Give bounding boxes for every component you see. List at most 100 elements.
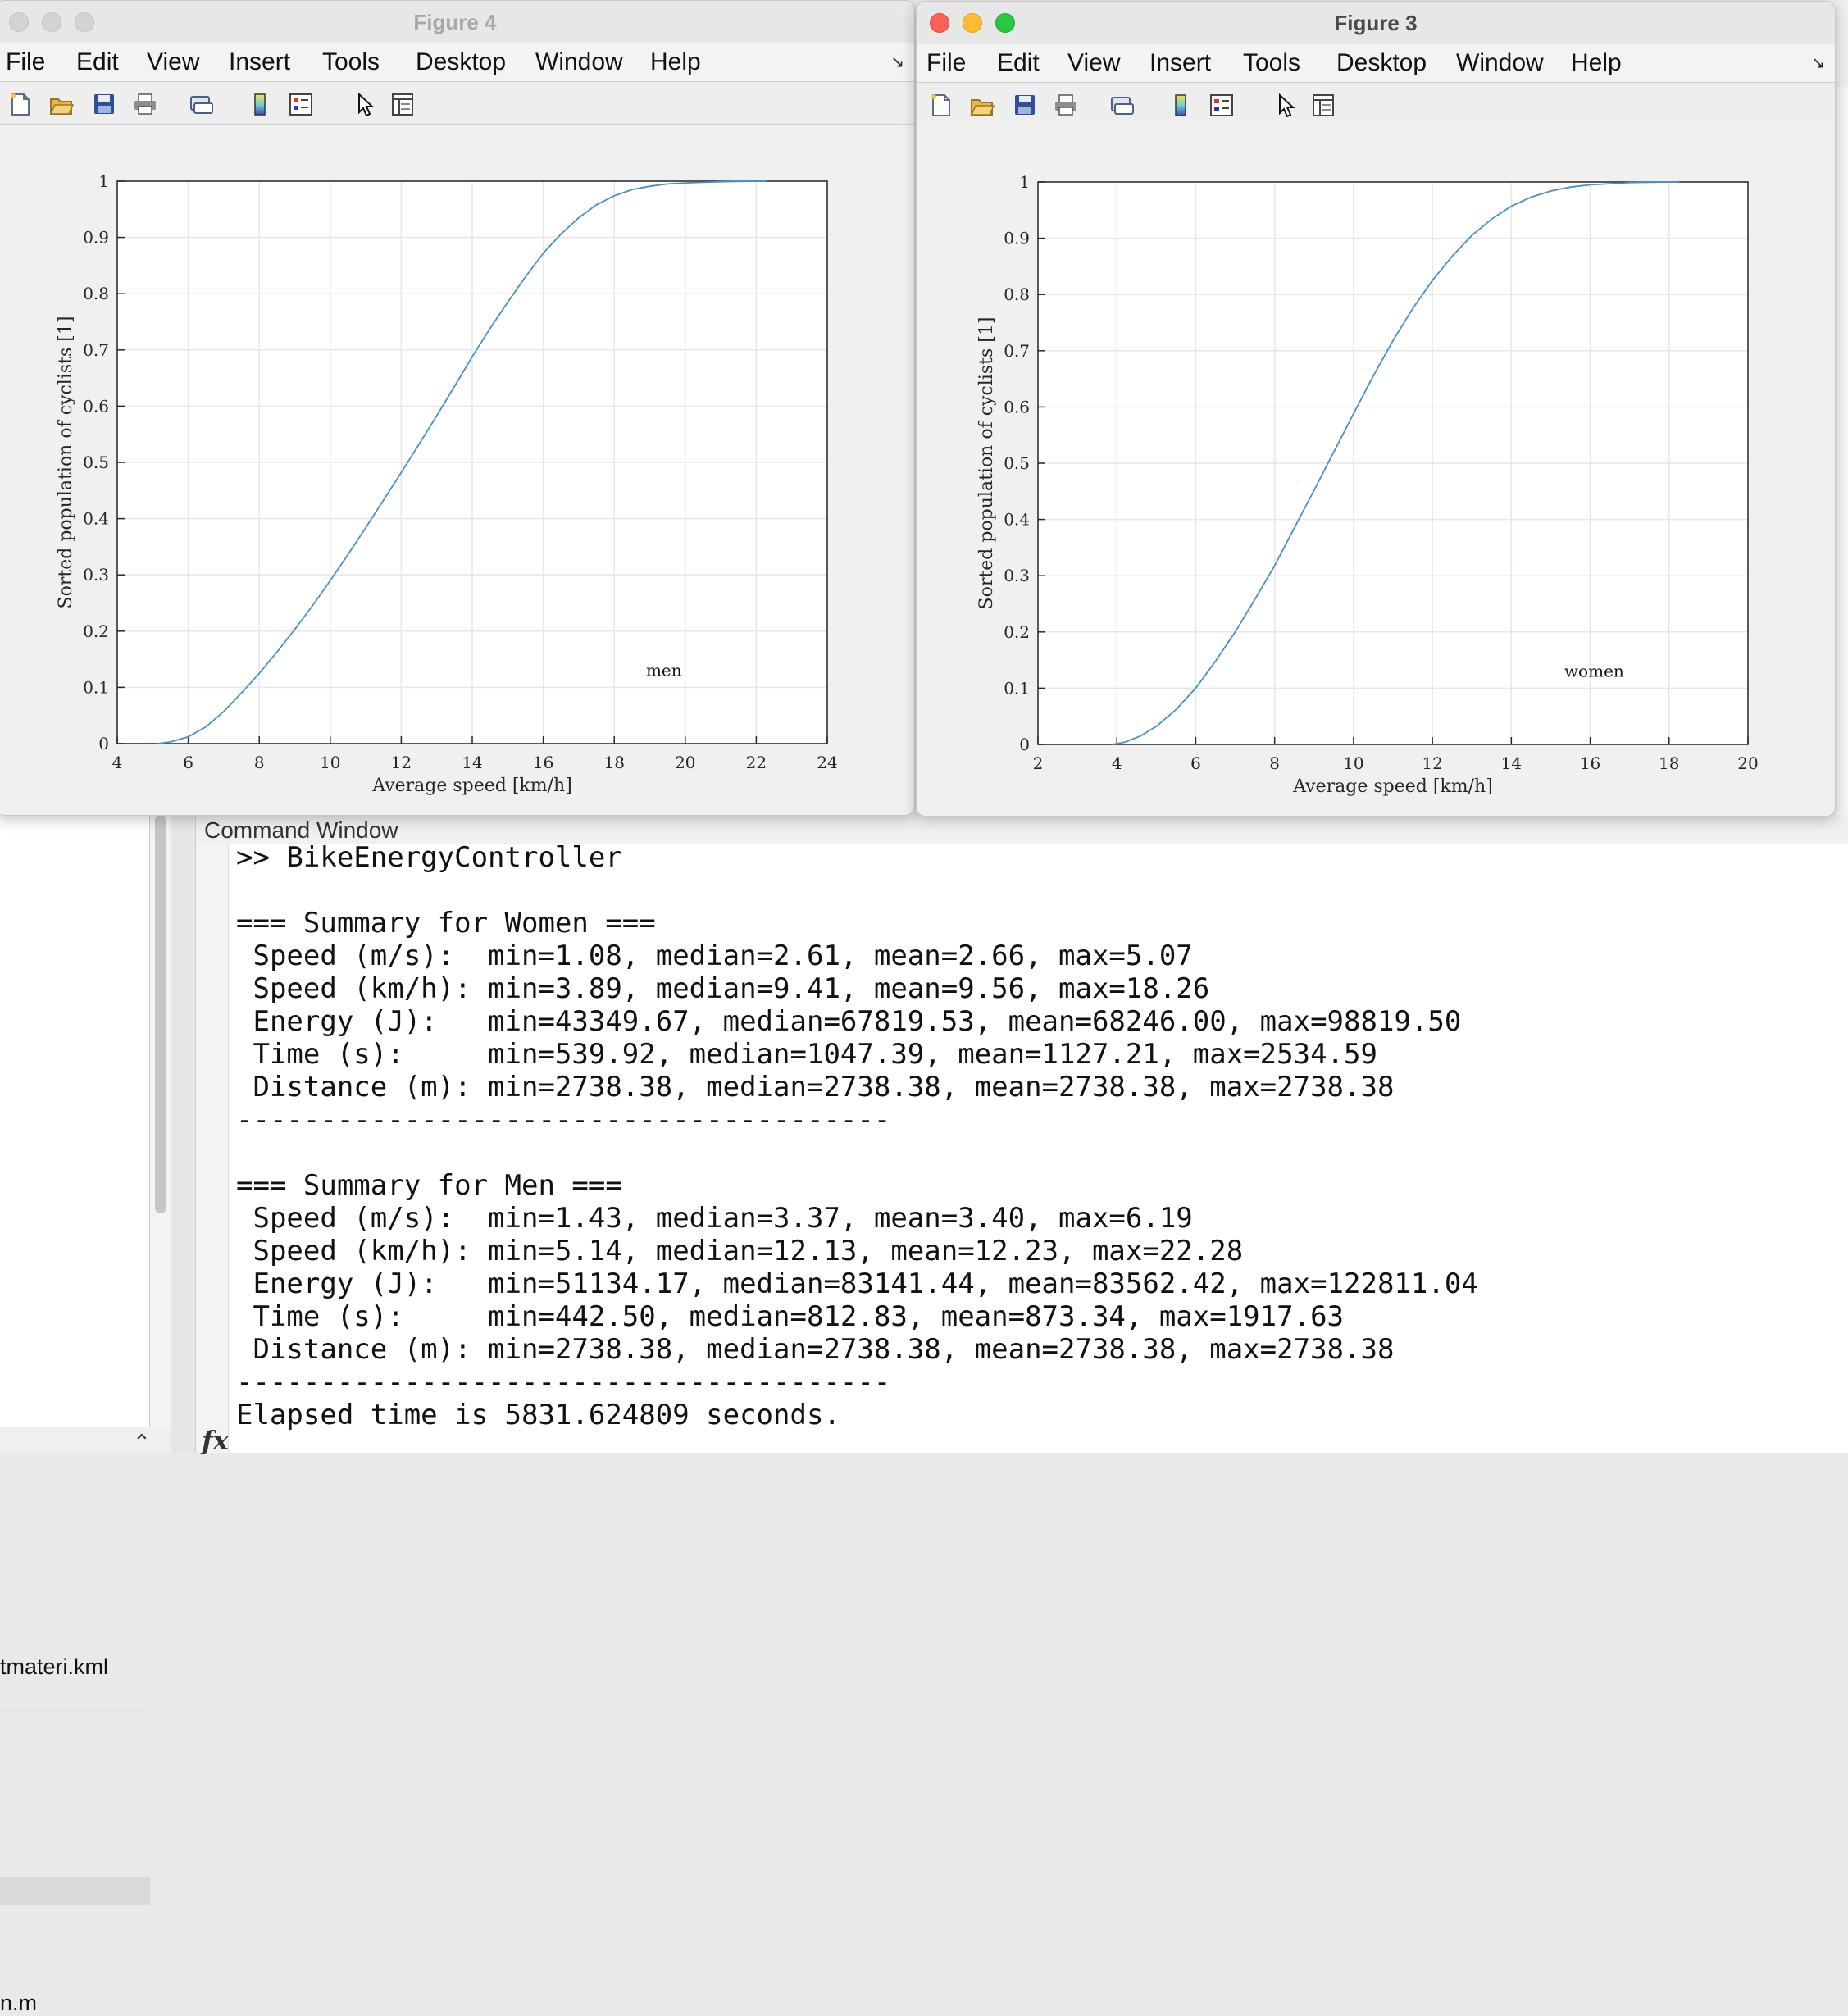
figure-titlebar[interactable]: Figure 4	[0, 1, 914, 43]
legend-icon[interactable]	[1208, 93, 1235, 117]
menu-insert[interactable]: Insert	[1149, 49, 1212, 76]
command-line	[236, 1136, 1478, 1169]
close-button[interactable]	[930, 13, 949, 33]
command-line: Energy (J): min=51134.17, median=83141.4…	[236, 1267, 1478, 1300]
menu-desktop[interactable]: Desktop	[416, 48, 507, 75]
minimize-button[interactable]	[42, 12, 61, 32]
menu-window[interactable]: Window	[1456, 49, 1544, 76]
menu-help[interactable]: Help	[1571, 49, 1622, 76]
menu-help[interactable]: Help	[650, 48, 701, 75]
file-item-m[interactable]: n.m	[0, 1991, 38, 2015]
menu-edit[interactable]: Edit	[997, 49, 1040, 76]
x-tick-label: 14	[1501, 753, 1522, 773]
menu-file[interactable]: File	[6, 48, 46, 75]
folder-scroll-thumb[interactable]	[155, 815, 166, 1213]
file-item-kml[interactable]: tmateri.kml	[0, 1654, 109, 1679]
folder-panel-footer	[0, 1427, 171, 1453]
open-file-icon[interactable]	[969, 93, 995, 117]
x-tick-label: 8	[254, 753, 265, 772]
cdf-chart-women[interactable]: 2 4 6 8 10 12 14 16 18 20 0 0.1 0.2 0.3 0.4 0.5 0.6 0.7 0.…	[917, 126, 1836, 817]
y-tick-label: 0.5	[83, 453, 109, 472]
menu-window[interactable]: Window	[535, 48, 623, 75]
menu-edit[interactable]: Edit	[76, 48, 119, 75]
annotation-label: men	[646, 661, 682, 680]
colorbar-icon[interactable]	[1168, 93, 1194, 117]
colorbar-icon[interactable]	[247, 92, 273, 116]
menu-file[interactable]: File	[926, 49, 967, 76]
folder-scrollbar[interactable]	[150, 815, 171, 1453]
panel-divider[interactable]	[171, 815, 196, 1453]
y-tick-label: 0.4	[1004, 510, 1030, 530]
property-inspector-icon[interactable]	[389, 92, 416, 116]
command-line: ---------------------------------------	[236, 1366, 891, 1399]
x-axis-label: Average speed [km/h]	[371, 776, 572, 796]
menu-overflow-icon[interactable]: ↘	[1811, 54, 1825, 72]
x-axis-label: Average speed [km/h]	[1292, 776, 1493, 797]
x-tick-label: 18	[603, 753, 624, 772]
x-tick-label: 16	[533, 753, 553, 772]
y-tick-label: 0.2	[1004, 622, 1030, 642]
figure-toolbar	[0, 82, 914, 125]
minimize-button[interactable]	[963, 13, 982, 33]
menu-tools[interactable]: Tools	[1243, 49, 1301, 76]
x-tick-label: 16	[1580, 753, 1600, 773]
y-tick-label: 0	[1019, 735, 1030, 754]
figure-title: Figure 3	[1334, 11, 1418, 35]
link-icon[interactable]	[1108, 93, 1135, 117]
x-tick-label: 20	[675, 753, 695, 772]
command-window-gutter	[196, 844, 229, 1453]
plot-area[interactable]: 4 6 8 10 12 14 16 18 20 22 24 0 0.1 0.2 0.3 0.4 0.5 0.6 0.…	[0, 125, 915, 816]
legend-icon[interactable]	[288, 92, 314, 116]
command-line: >> BikeEnergyController	[236, 841, 622, 874]
close-button[interactable]	[9, 12, 29, 32]
menu-overflow-icon[interactable]: ↘	[890, 53, 904, 71]
figure-titlebar[interactable]: Figure 3	[917, 2, 1835, 44]
new-figure-icon[interactable]	[7, 92, 34, 116]
x-tick-label: 18	[1659, 753, 1679, 773]
open-file-icon[interactable]	[48, 92, 75, 116]
pointer-icon[interactable]	[1272, 93, 1299, 117]
figure-window-3[interactable]: Figure 3 File Edit View Insert Tools Desktop W…	[916, 1, 1836, 817]
command-line	[236, 874, 1478, 907]
y-tick-label: 0.7	[83, 340, 109, 360]
command-line: Energy (J): min=43349.67, median=67819.5…	[236, 1005, 1462, 1038]
y-tick-label: 0.9	[1004, 229, 1030, 248]
y-tick-label: 0.4	[83, 509, 109, 529]
x-tick-label: 20	[1737, 753, 1758, 773]
file-item-selected[interactable]	[0, 1877, 150, 1905]
chevron-up-icon[interactable]: ⌃	[133, 1430, 151, 1454]
save-icon[interactable]	[1012, 93, 1038, 117]
x-tick-label: 10	[320, 753, 340, 772]
fx-icon[interactable]: fx	[202, 1425, 229, 1456]
pointer-icon[interactable]	[352, 92, 378, 116]
link-icon[interactable]	[188, 92, 214, 116]
save-icon[interactable]	[91, 92, 117, 116]
y-axis-label: Sorted population of cyclists [1]	[56, 316, 76, 609]
command-window[interactable]	[196, 815, 1848, 1453]
menu-insert[interactable]: Insert	[229, 48, 291, 75]
x-tick-label: 12	[391, 753, 412, 772]
y-tick-label: 0.3	[1004, 566, 1030, 585]
y-tick-label: 0.8	[1004, 284, 1030, 304]
series-line[interactable]	[157, 180, 767, 744]
print-icon[interactable]	[132, 92, 158, 116]
property-inspector-icon[interactable]	[1310, 93, 1336, 117]
maximize-button[interactable]	[995, 13, 1015, 33]
menu-view[interactable]: View	[1067, 49, 1121, 76]
y-tick-label: 0.9	[83, 228, 109, 248]
current-folder-panel[interactable]: tmateri.kml n.m	[0, 815, 150, 2015]
new-figure-icon[interactable]	[928, 93, 954, 117]
menu-view[interactable]: View	[147, 48, 200, 75]
print-icon[interactable]	[1053, 93, 1079, 117]
command-output[interactable]: >> BikeEnergyController === Summary for …	[236, 841, 1478, 1431]
maximize-button[interactable]	[75, 12, 94, 32]
x-tick-label: 4	[1112, 753, 1122, 773]
menu-desktop[interactable]: Desktop	[1336, 49, 1427, 76]
figure-window-4[interactable]: Figure 4 File Edit View Insert Tools Desktop W…	[0, 0, 915, 816]
command-window-header: Command Window	[196, 815, 1848, 844]
cdf-chart-men[interactable]: 4 6 8 10 12 14 16 18 20 22 24 0 0.1 0.2 0.3 0.4 0.5 0.6 0.…	[0, 125, 915, 816]
x-tick-label: 8	[1269, 753, 1280, 773]
menu-tools[interactable]: Tools	[322, 48, 380, 75]
plot-area[interactable]: 2 4 6 8 10 12 14 16 18 20 0 0.1 0.2 0.3 0.4 0.5 0.6 0.7 0.…	[917, 126, 1836, 817]
series-line[interactable]	[1112, 181, 1680, 745]
